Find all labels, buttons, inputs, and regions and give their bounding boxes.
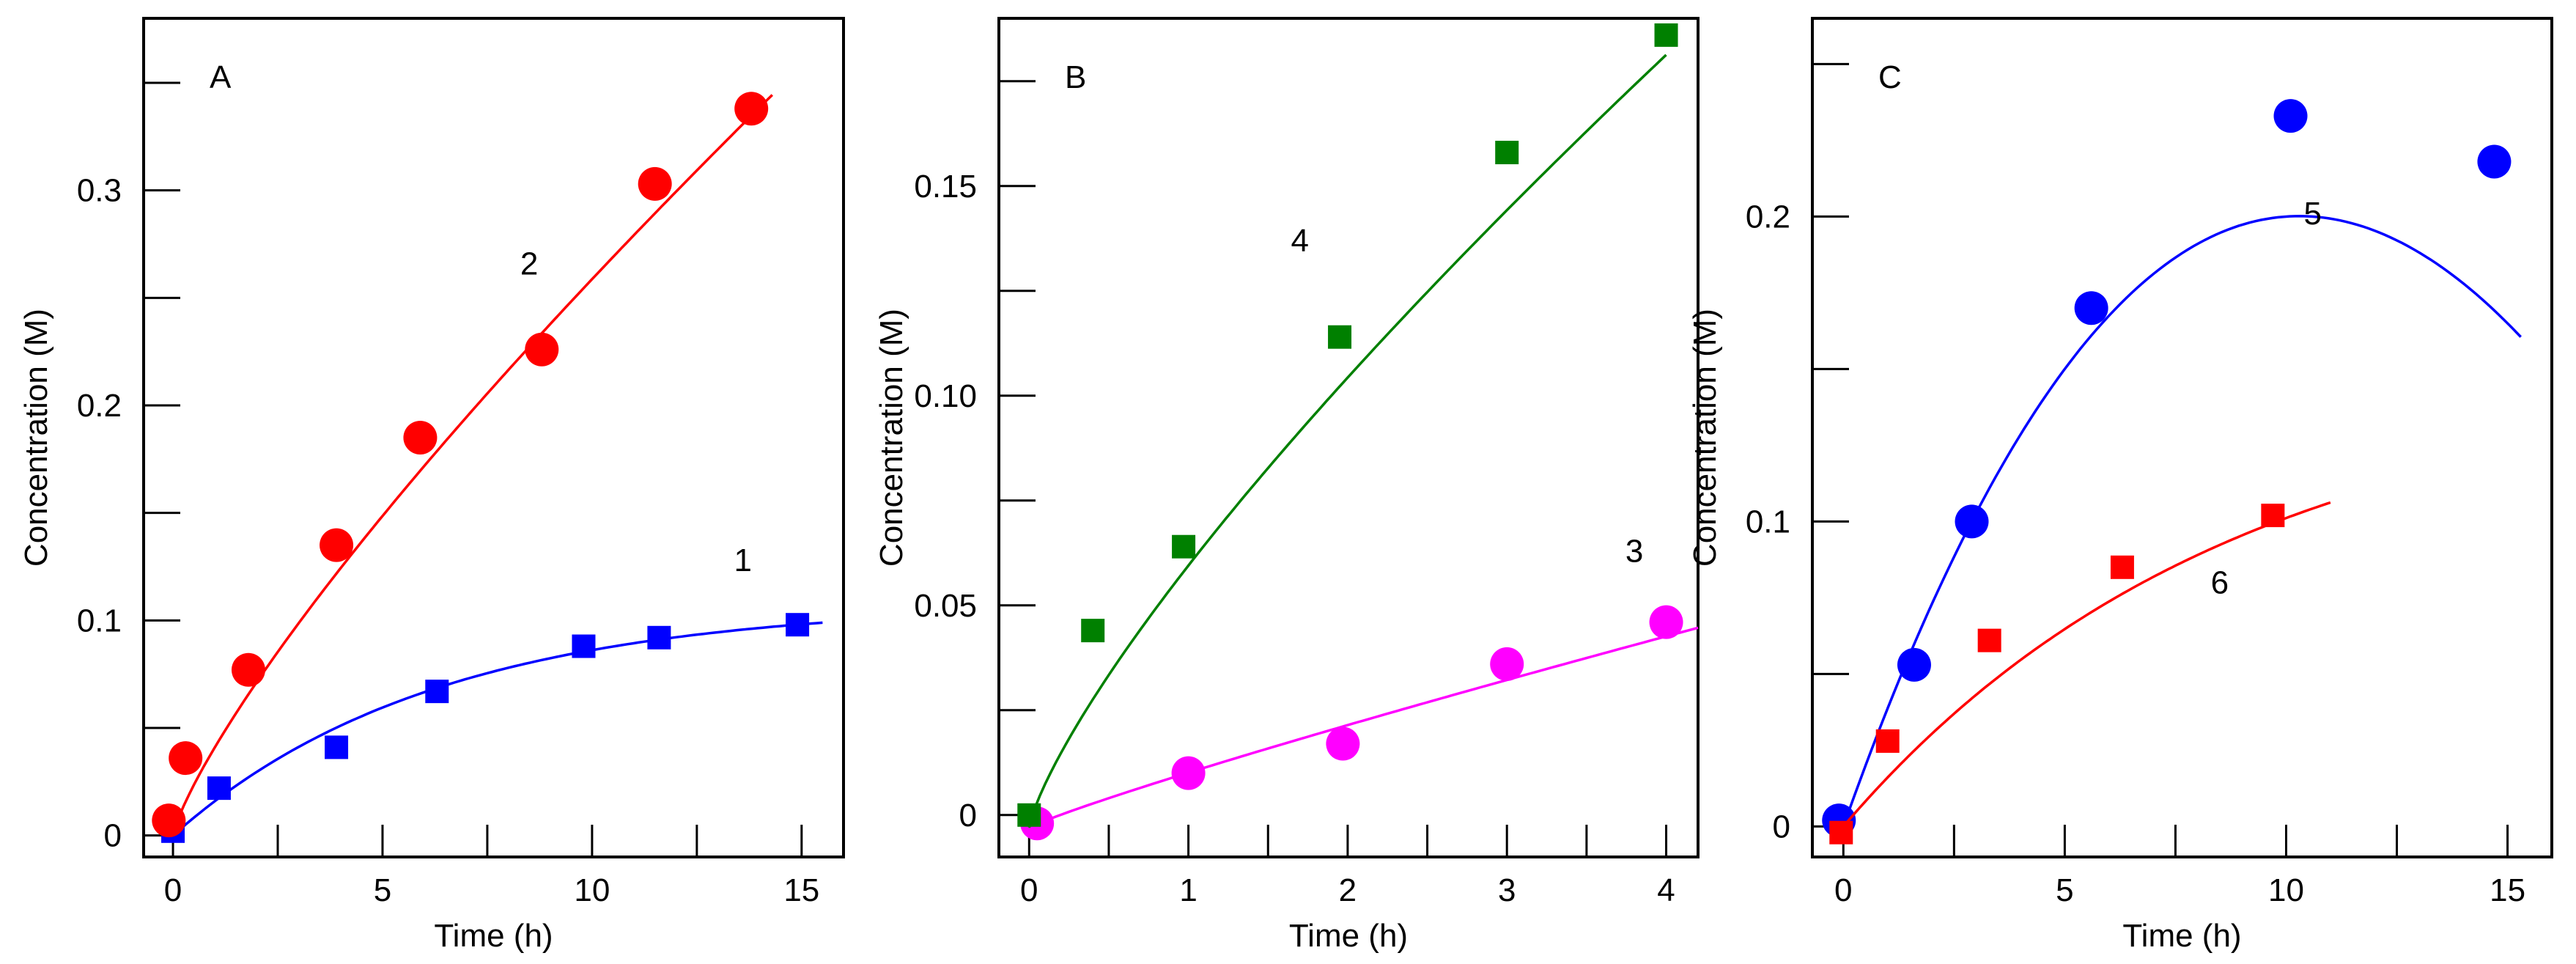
fit-curve [1842,501,2331,828]
series-4: 4 [1017,23,1678,828]
y-axis-title: Concentration (M) [1687,309,1723,567]
y-tick-label: 0.1 [1746,504,1790,540]
data-point [525,332,559,367]
panel-letter: B [1065,59,1086,95]
x-axis-title: Time (h) [2122,918,2241,954]
y-tick-label: 0.15 [914,169,977,205]
x-tick-label: 1 [1179,872,1197,908]
y-tick-label: 0 [959,798,977,834]
data-point [325,735,349,759]
data-point [1495,141,1519,165]
data-point [425,680,449,704]
panel-b: 0 1 2 3 4 0 0.05 0.10 0.15 Time (h) Concentration … [874,17,1700,954]
data-point [1326,726,1360,761]
y-tick-label: 0.2 [1746,199,1790,235]
fit-curve [1028,626,1699,829]
series-1: 1 [161,542,823,843]
data-point [1955,504,1989,539]
series-5: 5 [1822,99,2522,838]
data-point [2477,144,2512,179]
data-point [734,92,769,126]
data-point [647,625,671,650]
data-point [1081,619,1105,643]
y-tick-label: 0 [104,818,122,854]
fit-curve [1027,54,1667,828]
x-tick-label: 15 [783,872,819,908]
panel-letter: C [1878,59,1902,95]
series-2: 2 [152,92,774,838]
data-point [207,776,231,801]
x-axis-title: Time (h) [434,918,553,954]
series-3: 3 [1020,533,1699,841]
data-point [638,166,672,201]
x-tick-label: 10 [574,872,610,908]
data-point [1649,605,1683,639]
data-point [786,613,810,637]
data-point [1875,729,1900,753]
x-tick-label: 2 [1339,872,1357,908]
series-label: 6 [2211,565,2229,601]
x-tick-label: 3 [1498,872,1516,908]
series-label: 5 [2303,196,2321,232]
y-axis-title: Concentration (M) [874,309,909,567]
data-point [2110,555,2134,579]
data-point [152,803,186,838]
y-tick-label: 0.3 [77,173,122,209]
data-point [572,634,596,658]
y-tick-label: 0.10 [914,378,977,414]
plot-frame [142,17,845,858]
data-point [2074,291,2108,325]
y-tick-label: 0 [1773,809,1790,845]
panel-a: 0 5 10 15 0 0.1 0.2 0.3 Time (h) Concentration (M… [18,17,845,954]
series-label: 2 [520,246,538,282]
x-tick-label: 0 [1834,872,1852,908]
data-point [1171,756,1206,790]
data-point [1172,534,1196,559]
data-point [1654,23,1678,47]
fit-curve [1842,215,2522,827]
x-axis-title: Time (h) [1289,918,1408,954]
series-label: 1 [734,542,752,578]
y-axis-title: Concentration (M) [18,309,54,567]
series-6: 6 [1829,501,2331,845]
plot-frame [1811,17,2553,858]
y-tick-label: 0.2 [77,388,122,424]
data-point [1017,803,1041,827]
y-tick-label: 0.05 [914,588,977,624]
data-point [1897,647,1931,682]
data-point [2261,504,2285,528]
series-label: 4 [1291,223,1308,259]
fit-curve [168,94,774,837]
panel-c: 0 5 10 15 0 0.1 0.2 Time (h) Concentration (M) C 5… [1687,17,2553,954]
x-tick-label: 0 [164,872,182,908]
series-label: 3 [1625,533,1643,569]
data-point [1328,325,1352,349]
data-point [1977,628,2001,652]
x-tick-label: 15 [2490,872,2525,908]
x-tick-label: 4 [1657,872,1675,908]
panel-letter: A [210,59,232,95]
x-tick-label: 5 [2056,872,2073,908]
data-point [1829,820,1853,845]
data-point [231,652,265,687]
fit-curve [171,621,823,837]
data-point [403,421,438,455]
y-tick-label: 0.1 [77,603,122,639]
x-tick-label: 10 [2268,872,2304,908]
data-point [169,741,203,776]
data-point [1490,647,1524,681]
x-tick-label: 5 [374,872,391,908]
data-point [2273,99,2308,133]
x-tick-label: 0 [1020,872,1038,908]
data-point [320,528,354,562]
